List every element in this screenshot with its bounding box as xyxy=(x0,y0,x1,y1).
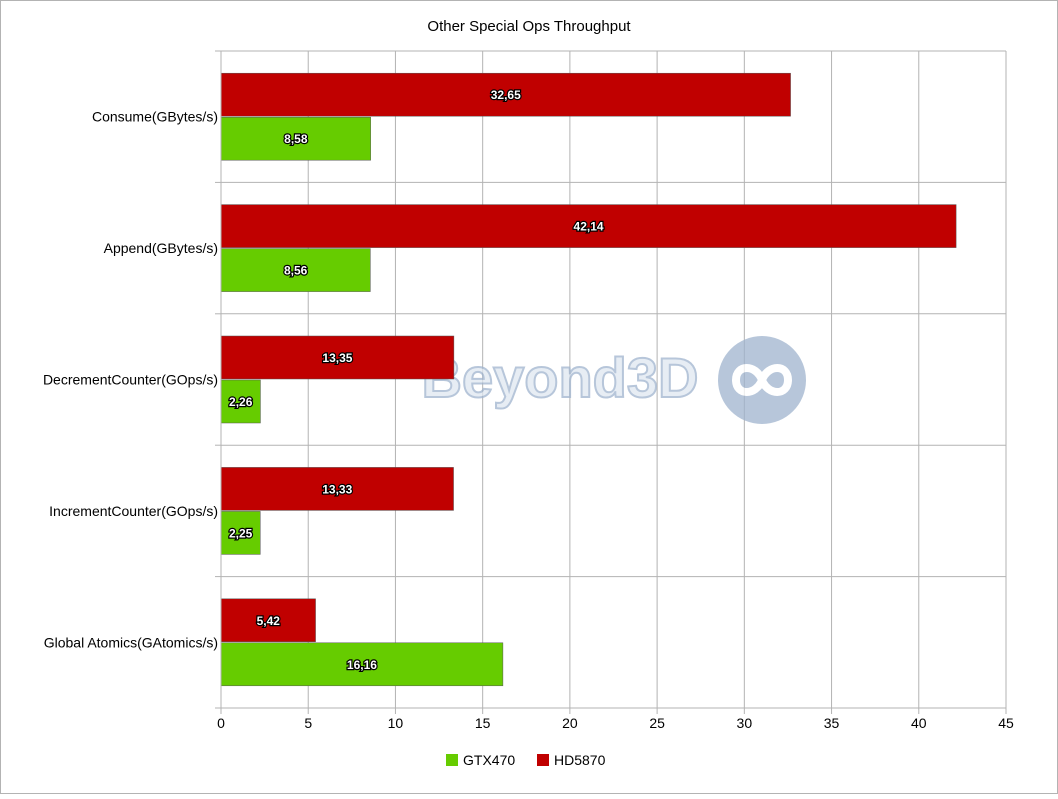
legend-swatch-hd5870 xyxy=(537,754,549,766)
legend-label-hd5870: HD5870 xyxy=(554,752,606,768)
grid xyxy=(220,50,1007,709)
data-label: 13,35 xyxy=(322,351,352,365)
category-label: Consume(GBytes/s) xyxy=(92,109,218,125)
category-label: Global Atomics(GAtomics/s) xyxy=(44,634,218,650)
data-label: 8,58 xyxy=(284,132,308,146)
category-label: IncrementCounter(GOps/s) xyxy=(49,503,218,519)
bar-hd5870 xyxy=(220,335,455,380)
bar-gtx470 xyxy=(220,642,504,687)
x-tick-label: 30 xyxy=(737,715,753,731)
data-label: 8,56 xyxy=(284,264,308,278)
data-label: 13,33 xyxy=(322,482,352,496)
data-label: 42,14 xyxy=(574,220,604,234)
data-label: 16,16 xyxy=(347,658,377,672)
category-label: DecrementCounter(GOps/s) xyxy=(43,372,218,388)
bar-gtx470 xyxy=(220,511,261,555)
watermark: Beyond3D xyxy=(421,336,806,424)
x-tick-label: 15 xyxy=(475,715,491,731)
legend-swatch-gtx470 xyxy=(446,754,458,766)
data-label: 5,42 xyxy=(257,614,281,628)
bar-hd5870 xyxy=(220,72,791,117)
category-label: Append(GBytes/s) xyxy=(104,240,218,256)
x-tick-label: 45 xyxy=(998,715,1014,731)
data-label: 2,25 xyxy=(229,526,253,540)
x-tick-label: 10 xyxy=(388,715,404,731)
data-label: 32,65 xyxy=(491,88,521,102)
bar-hd5870 xyxy=(220,204,957,248)
bar-hd5870 xyxy=(220,598,316,643)
tick-labels: 0 5 10 15 20 25 30 35 40 45 xyxy=(217,715,1014,731)
bars xyxy=(220,72,957,687)
legend: GTX470 HD5870 xyxy=(446,752,606,768)
category-labels: Consume(GBytes/s) Append(GBytes/s) Decreme… xyxy=(43,109,218,651)
x-tick-label: 0 xyxy=(217,715,225,731)
x-tick-label: 20 xyxy=(562,715,578,731)
x-tick-label: 25 xyxy=(649,715,665,731)
legend-label-gtx470: GTX470 xyxy=(463,752,515,768)
x-tick-label: 40 xyxy=(911,715,927,731)
axes xyxy=(215,50,1007,714)
watermark-text: Beyond3D xyxy=(422,346,699,409)
chart-title: Other Special Ops Throughput xyxy=(427,18,631,35)
bar-labels: 32,65 8,58 42,14 8,56 13,35 2,26 13,33 2,25 5,42… xyxy=(228,87,605,673)
x-tick-label: 5 xyxy=(304,715,312,731)
x-tick-label: 35 xyxy=(824,715,840,731)
infinity-logo-icon xyxy=(718,336,806,424)
bar-gtx470 xyxy=(220,116,371,161)
bar-gtx470 xyxy=(220,248,371,292)
data-label: 2,26 xyxy=(229,395,253,409)
bar-gtx470 xyxy=(220,379,261,424)
